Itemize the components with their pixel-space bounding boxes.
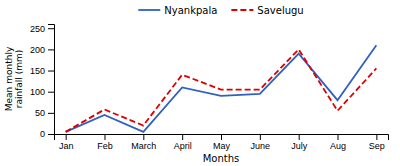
x-tick-mark [221,134,222,140]
x-tick-label: March [131,141,156,151]
legend-swatch [231,9,253,11]
series-line [66,45,377,132]
x-tick: Jan [59,134,74,151]
x-tick-label: Aug [330,141,346,151]
y-axis-line [48,25,55,135]
x-tick-label: May [213,141,231,151]
x-tick: June [251,134,271,151]
series-line [66,49,377,132]
x-tick-label: July [291,141,308,151]
x-axis: Jan Feb March April May June July Aug Sep [55,134,389,151]
x-tick-mark [143,134,144,140]
y-tick-mark [48,92,54,93]
x-tick: Feb [97,134,113,151]
y-tick-label: 0 [40,129,45,139]
x-tick-label: Jan [59,141,74,151]
y-axis-title: Mean monthlyrainfall (mm) [4,46,24,111]
x-tick-label: June [251,141,271,151]
plot: Jan Feb March April May June July Aug Sep 0 50 100 1… [30,24,389,152]
x-tick-mark [182,134,183,140]
x-tick: April [174,134,192,151]
lines [66,45,377,132]
x-tick-label: Feb [97,141,113,151]
y-tick: 250 [30,24,54,34]
y-tick: 150 [30,66,54,76]
x-axis-line [55,135,389,141]
x-tick-mark [338,134,339,140]
x-tick-mark [260,134,261,140]
x-tick: Aug [330,134,346,151]
legend-label: Savelugu [257,5,303,16]
x-tick-label: April [174,141,192,151]
x-tick-mark [66,134,67,140]
chart: Jan Feb March April May June July Aug Sep 0 50 100 1… [0,0,400,166]
legend-item: Savelugu [231,5,303,16]
y-tick: 100 [30,87,54,97]
legend-swatch [138,9,160,11]
x-tick-mark [299,134,300,140]
y-tick-label: 100 [30,87,45,97]
y-tick-mark [48,134,54,135]
legend-item: Nyankpala [138,5,217,16]
x-tick-mark [376,134,377,140]
y-tick-label: 250 [30,24,45,34]
y-tick-label: 200 [30,45,45,55]
x-tick: May [213,134,231,151]
y-tick: 0 [40,129,54,139]
y-tick-label: 150 [30,66,45,76]
x-axis-title: Months [203,153,240,164]
y-tick-mark [48,71,54,72]
y-tick-mark [48,49,54,50]
x-tick-label: Sep [369,141,385,151]
y-axis: 0 50 100 150 200 250 [30,24,55,140]
x-tick: July [291,134,308,151]
y-tick-mark [48,113,54,114]
legend: Nyankpala Savelugu [138,5,303,16]
legend-label: Nyankpala [164,5,217,16]
x-tick-mark [104,134,105,140]
x-tick: March [131,134,156,151]
y-tick: 50 [35,108,54,118]
x-tick: Sep [369,134,385,151]
y-tick-label: 50 [35,108,45,118]
y-tick: 200 [30,45,54,55]
y-tick-mark [48,28,54,29]
